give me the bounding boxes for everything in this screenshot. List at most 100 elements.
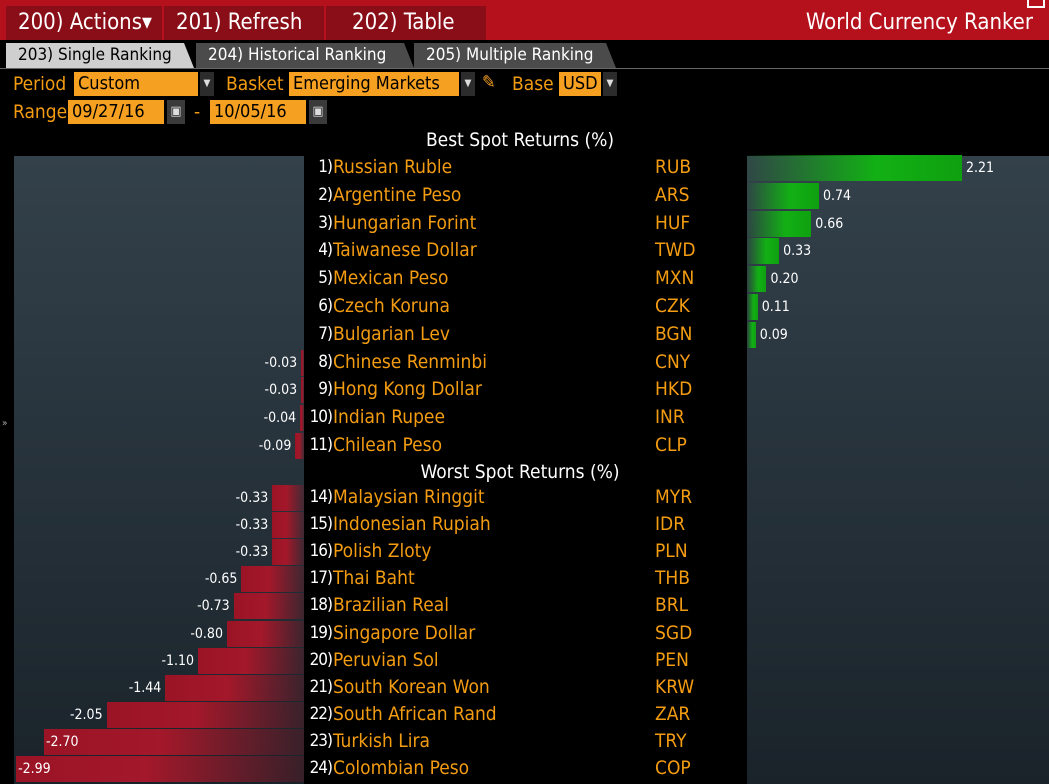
currency-code: INR	[655, 406, 685, 429]
list-item[interactable]: 2) Argentine Peso ARS	[305, 182, 745, 209]
return-bar	[295, 433, 304, 459]
chevron-down-icon[interactable]: ▼	[603, 72, 617, 96]
period-select[interactable]: Custom	[74, 72, 198, 96]
currency-code: MXN	[655, 267, 695, 290]
list-item[interactable]: 18) Brazilian Real BRL	[305, 592, 745, 619]
range-end-field[interactable]: 10/05/16	[210, 100, 306, 124]
calendar-icon[interactable]: ▣	[167, 100, 185, 124]
tab-single-ranking[interactable]: 203) Single Ranking	[6, 43, 194, 68]
rank-number: 8)	[318, 351, 333, 372]
return-value: -0.33	[235, 490, 269, 506]
list-item[interactable]: 7) Bulgarian Lev BGN	[305, 321, 745, 348]
list-item[interactable]: 16) Polish Zloty PLN	[305, 538, 745, 565]
currency-name: Taiwanese Dollar	[333, 239, 477, 262]
pencil-icon[interactable]: ✎	[482, 72, 496, 93]
currency-name: Mexican Peso	[333, 267, 449, 290]
currency-name: Chilean Peso	[333, 434, 443, 456]
rank-number: 4)	[318, 240, 333, 261]
rank-number: 22)	[309, 703, 333, 724]
currency-name: Czech Koruna	[333, 295, 450, 317]
currency-code: IDR	[655, 513, 686, 536]
rank-number: 14)	[309, 487, 333, 507]
list-item[interactable]: 6) Czech Koruna CZK	[305, 293, 745, 320]
list-item[interactable]: 9) Hong Kong Dollar HKD	[305, 376, 745, 403]
rank-number: 9)	[318, 379, 333, 400]
return-bar	[747, 238, 780, 265]
return-bar	[226, 620, 304, 647]
currency-name: Peruvian Sol	[333, 648, 439, 671]
list-item[interactable]: 17) Thai Baht THB	[305, 565, 745, 592]
list-item[interactable]: 14) Malaysian Ringgit MYR	[305, 484, 745, 511]
currency-code: KRW	[655, 675, 695, 698]
currency-code: RUB	[655, 156, 692, 178]
currency-code: CLP	[655, 434, 687, 456]
return-bar	[747, 294, 758, 320]
return-bar	[747, 182, 819, 209]
currency-name: Singapore Dollar	[333, 621, 476, 644]
currency-name: Hungarian Forint	[333, 211, 477, 234]
return-value: -0.33	[235, 517, 269, 534]
worst-returns-title: Worst Spot Returns (%)	[420, 461, 620, 483]
chevron-down-icon[interactable]: ▼	[461, 72, 475, 96]
return-value: 0.11	[761, 299, 790, 315]
rank-number: 18)	[309, 595, 333, 616]
currency-code: PEN	[655, 648, 689, 671]
list-item[interactable]: 11) Chilean Peso CLP	[305, 432, 745, 459]
list-item[interactable]: 3) Hungarian Forint HUF	[305, 210, 745, 237]
return-bar	[301, 349, 304, 376]
range-label: Range	[13, 101, 68, 123]
return-value: -0.73	[197, 598, 230, 615]
window-corner-icon[interactable]	[1027, 0, 1045, 8]
list-item[interactable]: 21) South Korean Won KRW	[305, 674, 745, 701]
currency-code: MYR	[655, 486, 693, 508]
list-item[interactable]: 23) Turkish Lira TRY	[305, 728, 745, 755]
list-item[interactable]: 4) Taiwanese Dollar TWD	[305, 237, 745, 264]
list-item[interactable]: 22) South African Rand ZAR	[305, 701, 745, 728]
range-start-field[interactable]: 09/27/16	[68, 100, 164, 124]
currency-code: THB	[655, 567, 691, 590]
calendar-icon[interactable]: ▣	[309, 100, 327, 124]
rank-number: 19)	[309, 622, 333, 643]
return-value: -2.05	[70, 706, 103, 723]
return-bar	[43, 728, 304, 755]
currency-name: South Korean Won	[333, 675, 490, 698]
list-item[interactable]: 5) Mexican Peso MXN	[305, 265, 745, 292]
return-value: 0.20	[770, 271, 799, 288]
list-item[interactable]: 1) Russian Ruble RUB	[305, 154, 745, 181]
return-bar	[747, 155, 963, 181]
return-value: -0.04	[263, 410, 297, 427]
return-value: -1.10	[161, 652, 195, 669]
return-bar	[301, 377, 304, 404]
list-item[interactable]: 19) Singapore Dollar SGD	[305, 620, 745, 647]
list-item[interactable]: 24) Colombian Peso COP	[305, 755, 745, 782]
list-item[interactable]: 8) Chinese Renminbi CNY	[305, 349, 745, 376]
currency-code: ZAR	[655, 702, 691, 725]
currency-name: Polish Zloty	[333, 540, 432, 563]
currency-code: CZK	[655, 295, 690, 317]
list-item[interactable]: 10) Indian Rupee INR	[305, 404, 745, 431]
return-value: -2.99	[18, 761, 51, 777]
rank-number: 11)	[309, 435, 333, 455]
currency-code: HUF	[655, 211, 691, 234]
return-value: -0.65	[204, 571, 238, 588]
tab-historical-ranking[interactable]: 204) Historical Ranking	[196, 43, 414, 68]
basket-select[interactable]: Emerging Markets	[289, 72, 459, 96]
refresh-button[interactable]: 201) Refresh	[164, 6, 324, 40]
list-item[interactable]: 15) Indonesian Rupiah IDR	[305, 511, 745, 538]
list-item[interactable]: 20) Peruvian Sol PEN	[305, 647, 745, 674]
base-select[interactable]: USD	[559, 72, 601, 96]
chevron-down-icon[interactable]: ▼	[200, 72, 214, 96]
table-button[interactable]: 202) Table	[326, 6, 486, 40]
currency-code: BRL	[655, 594, 689, 617]
return-value: 0.33	[783, 243, 812, 260]
return-bar	[300, 405, 304, 432]
top-toolbar: 200) Actions▾ 201) Refresh 202) Table Wo…	[0, 0, 1049, 40]
base-label: Base	[512, 73, 554, 95]
tab-multiple-ranking[interactable]: 205) Multiple Ranking	[414, 43, 616, 68]
expand-arrow-icon[interactable]: »	[2, 418, 8, 429]
return-value: 0.66	[815, 215, 844, 232]
return-bar	[272, 485, 304, 511]
currency-name: Indonesian Rupiah	[333, 513, 491, 536]
actions-button[interactable]: 200) Actions▾	[6, 6, 162, 40]
return-value: 0.74	[823, 187, 852, 204]
